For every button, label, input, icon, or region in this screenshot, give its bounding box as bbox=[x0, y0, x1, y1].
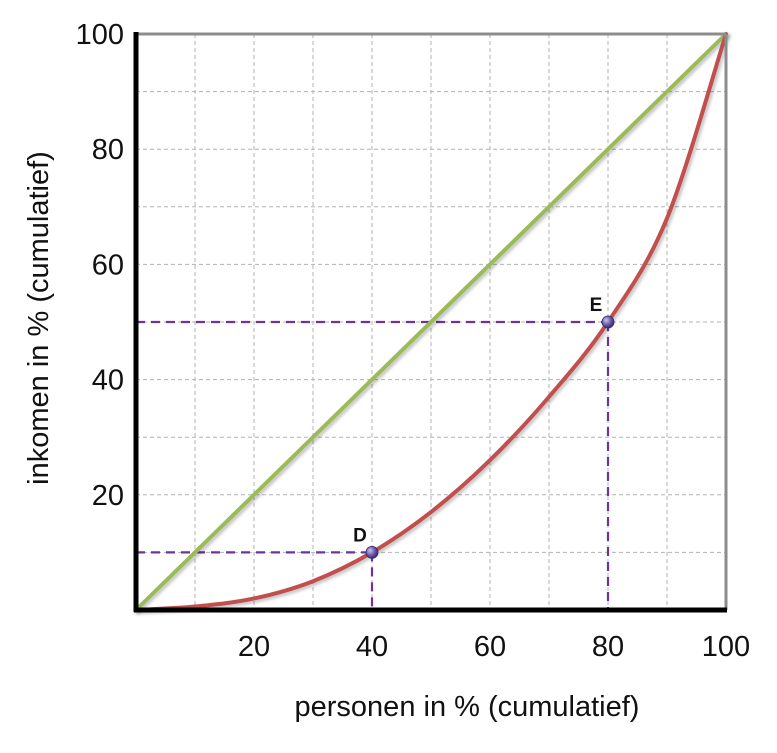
y-tick-label: 40 bbox=[92, 365, 124, 397]
tick-labels: 20 40 60 80 100 20 40 60 80 100 bbox=[76, 19, 751, 663]
lorenz-curve bbox=[134, 32, 728, 612]
x-tick-label: 100 bbox=[702, 631, 750, 663]
plot-frame bbox=[133, 32, 728, 613]
point-label-e: E bbox=[590, 295, 603, 316]
y-tick-label: 20 bbox=[92, 480, 124, 512]
points-layer: DE bbox=[353, 295, 615, 559]
x-tick-label: 60 bbox=[474, 631, 506, 663]
guide-lines bbox=[136, 320, 610, 610]
y-tick-label: 60 bbox=[92, 249, 124, 281]
x-tick-label: 40 bbox=[356, 631, 388, 663]
equality-line bbox=[134, 32, 728, 612]
y-tick-label: 100 bbox=[76, 19, 124, 51]
x-tick-label: 20 bbox=[238, 631, 270, 663]
x-axis-title: personen in % (cumulatief) bbox=[295, 691, 640, 723]
point-label-d: D bbox=[353, 525, 367, 546]
series-layer bbox=[134, 32, 728, 612]
point-d bbox=[365, 546, 379, 559]
x-tick-label: 80 bbox=[592, 631, 624, 663]
y-tick-label: 80 bbox=[92, 134, 124, 166]
y-axis-title: inkomen in % (cumulatief) bbox=[23, 151, 55, 485]
point-e bbox=[601, 315, 615, 329]
